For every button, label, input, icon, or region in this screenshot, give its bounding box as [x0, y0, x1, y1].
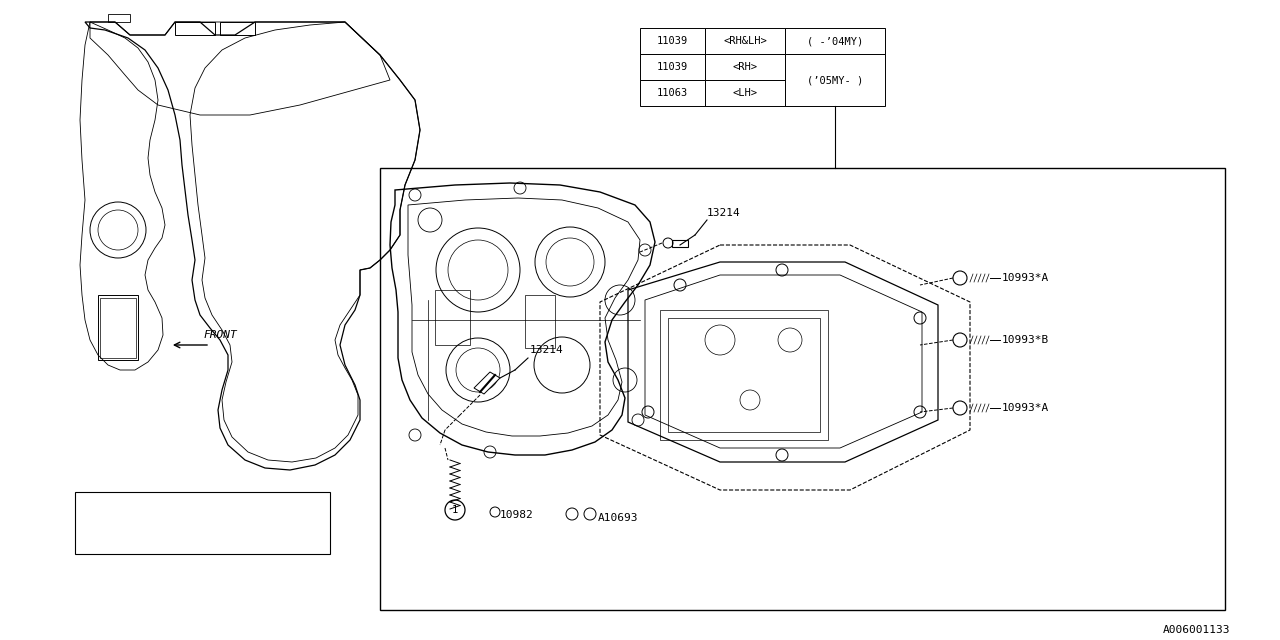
Text: 11039: 11039 [657, 36, 689, 46]
Bar [76, 492, 330, 554]
Polygon shape [474, 372, 500, 394]
Text: FRONT: FRONT [204, 330, 237, 340]
Bar [640, 28, 705, 54]
Bar [640, 54, 705, 80]
Text: 10993*A: 10993*A [1002, 403, 1050, 413]
Bar [785, 28, 884, 54]
Text: 1: 1 [90, 518, 96, 528]
Text: 10993*B: 10993*B [1002, 335, 1050, 345]
Text: (’05MY- ): (’05MY- ) [806, 75, 863, 85]
Text: <RH&LH>: <RH&LH> [723, 36, 767, 46]
Text: 10982: 10982 [500, 510, 534, 520]
Bar [705, 28, 785, 54]
Text: 11039: 11039 [657, 62, 689, 72]
Text: A91039 ( -’05MY0504): A91039 ( -’05MY0504) [113, 534, 238, 543]
Bar [640, 80, 705, 106]
Text: A91055 (’05MY0504-): A91055 (’05MY0504-) [113, 502, 232, 513]
Text: <LH>: <LH> [732, 88, 758, 98]
Text: 13214: 13214 [707, 208, 741, 218]
Text: A006001133: A006001133 [1162, 625, 1230, 635]
Bar [705, 54, 785, 80]
Text: 10993*A: 10993*A [1002, 273, 1050, 283]
Text: <RH>: <RH> [732, 62, 758, 72]
Text: 13214: 13214 [530, 345, 563, 355]
Text: 11063: 11063 [657, 88, 689, 98]
Text: A10693: A10693 [598, 513, 639, 523]
Text: 1: 1 [452, 505, 458, 515]
Bar [380, 168, 1225, 610]
Bar [785, 54, 884, 106]
Bar [705, 80, 785, 106]
Text: ( -’04MY): ( -’04MY) [806, 36, 863, 46]
